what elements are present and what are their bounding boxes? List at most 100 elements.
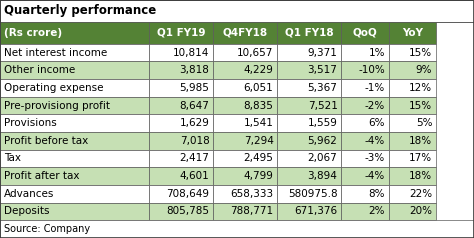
Bar bbox=[277, 22, 341, 44]
Text: -3%: -3% bbox=[365, 154, 385, 164]
Text: 5,985: 5,985 bbox=[180, 83, 210, 93]
Bar bbox=[341, 44, 389, 61]
Text: 6%: 6% bbox=[368, 118, 385, 128]
Text: 7,294: 7,294 bbox=[244, 136, 273, 146]
Text: Q1 FY18: Q1 FY18 bbox=[285, 28, 334, 38]
Text: 1%: 1% bbox=[368, 48, 385, 58]
Text: Tax: Tax bbox=[4, 154, 21, 164]
Bar bbox=[277, 185, 341, 203]
Text: 17%: 17% bbox=[409, 154, 432, 164]
Text: Source: Company: Source: Company bbox=[4, 224, 90, 234]
Text: Quarterly performance: Quarterly performance bbox=[4, 5, 156, 17]
Bar bbox=[149, 185, 213, 203]
Text: 8%: 8% bbox=[368, 189, 385, 199]
Text: 4,799: 4,799 bbox=[244, 171, 273, 181]
Text: 658,333: 658,333 bbox=[230, 189, 273, 199]
Text: 20%: 20% bbox=[409, 206, 432, 216]
Text: Deposits: Deposits bbox=[4, 206, 49, 216]
Text: 788,771: 788,771 bbox=[230, 206, 273, 216]
Bar bbox=[149, 44, 213, 61]
Text: 580975.8: 580975.8 bbox=[288, 189, 337, 199]
Bar bbox=[0, 203, 149, 220]
Text: 10,814: 10,814 bbox=[173, 48, 210, 58]
Bar bbox=[277, 114, 341, 132]
Bar bbox=[0, 44, 149, 61]
Text: 1,541: 1,541 bbox=[244, 118, 273, 128]
Text: 9,371: 9,371 bbox=[308, 48, 337, 58]
Bar bbox=[213, 44, 277, 61]
Text: 7,018: 7,018 bbox=[180, 136, 210, 146]
Bar bbox=[213, 114, 277, 132]
Bar bbox=[389, 150, 436, 167]
Bar bbox=[149, 114, 213, 132]
Bar bbox=[0, 97, 149, 114]
Bar bbox=[389, 22, 436, 44]
Bar bbox=[389, 185, 436, 203]
Text: 5%: 5% bbox=[416, 118, 432, 128]
Bar bbox=[341, 61, 389, 79]
Bar bbox=[149, 22, 213, 44]
Bar bbox=[213, 167, 277, 185]
Bar bbox=[0, 79, 149, 97]
Text: 3,894: 3,894 bbox=[308, 171, 337, 181]
Bar bbox=[0, 114, 149, 132]
Text: 9%: 9% bbox=[416, 65, 432, 75]
Text: Profit before tax: Profit before tax bbox=[4, 136, 88, 146]
Text: -4%: -4% bbox=[365, 171, 385, 181]
Bar bbox=[0, 220, 474, 238]
Text: 10,657: 10,657 bbox=[237, 48, 273, 58]
Text: Pre-provisiong profit: Pre-provisiong profit bbox=[4, 100, 110, 110]
Bar bbox=[0, 167, 149, 185]
Bar bbox=[341, 22, 389, 44]
Text: 2,495: 2,495 bbox=[244, 154, 273, 164]
Text: 1,629: 1,629 bbox=[180, 118, 210, 128]
Bar bbox=[213, 203, 277, 220]
Bar bbox=[149, 61, 213, 79]
Text: 1,559: 1,559 bbox=[308, 118, 337, 128]
Text: 4,601: 4,601 bbox=[180, 171, 210, 181]
Text: Q4FY18: Q4FY18 bbox=[223, 28, 268, 38]
Bar bbox=[0, 61, 149, 79]
Text: 2,067: 2,067 bbox=[308, 154, 337, 164]
Bar bbox=[389, 79, 436, 97]
Text: 2%: 2% bbox=[368, 206, 385, 216]
Text: 6,051: 6,051 bbox=[244, 83, 273, 93]
Bar bbox=[213, 150, 277, 167]
Text: Q1 FY19: Q1 FY19 bbox=[157, 28, 206, 38]
Bar bbox=[149, 203, 213, 220]
Text: -4%: -4% bbox=[365, 136, 385, 146]
Text: 4,229: 4,229 bbox=[244, 65, 273, 75]
Bar bbox=[277, 203, 341, 220]
Text: 18%: 18% bbox=[409, 171, 432, 181]
Bar bbox=[213, 22, 277, 44]
Text: 12%: 12% bbox=[409, 83, 432, 93]
Bar bbox=[341, 79, 389, 97]
Text: 5,367: 5,367 bbox=[308, 83, 337, 93]
Text: 2,417: 2,417 bbox=[180, 154, 210, 164]
Text: 18%: 18% bbox=[409, 136, 432, 146]
Bar bbox=[213, 61, 277, 79]
Text: 671,376: 671,376 bbox=[294, 206, 337, 216]
Bar bbox=[277, 61, 341, 79]
Bar bbox=[341, 203, 389, 220]
Bar bbox=[213, 97, 277, 114]
Bar bbox=[389, 44, 436, 61]
Bar bbox=[0, 150, 149, 167]
Bar bbox=[0, 185, 149, 203]
Text: (Rs crore): (Rs crore) bbox=[4, 28, 62, 38]
Bar bbox=[341, 114, 389, 132]
Bar bbox=[389, 61, 436, 79]
Bar bbox=[277, 44, 341, 61]
Bar bbox=[277, 79, 341, 97]
Text: Net interest income: Net interest income bbox=[4, 48, 107, 58]
Bar bbox=[277, 97, 341, 114]
Text: 708,649: 708,649 bbox=[166, 189, 210, 199]
Text: 7,521: 7,521 bbox=[308, 100, 337, 110]
Text: -2%: -2% bbox=[365, 100, 385, 110]
Bar bbox=[341, 185, 389, 203]
Bar bbox=[149, 97, 213, 114]
Bar bbox=[213, 132, 277, 150]
Bar bbox=[0, 22, 149, 44]
Bar bbox=[149, 150, 213, 167]
Bar bbox=[0, 132, 149, 150]
